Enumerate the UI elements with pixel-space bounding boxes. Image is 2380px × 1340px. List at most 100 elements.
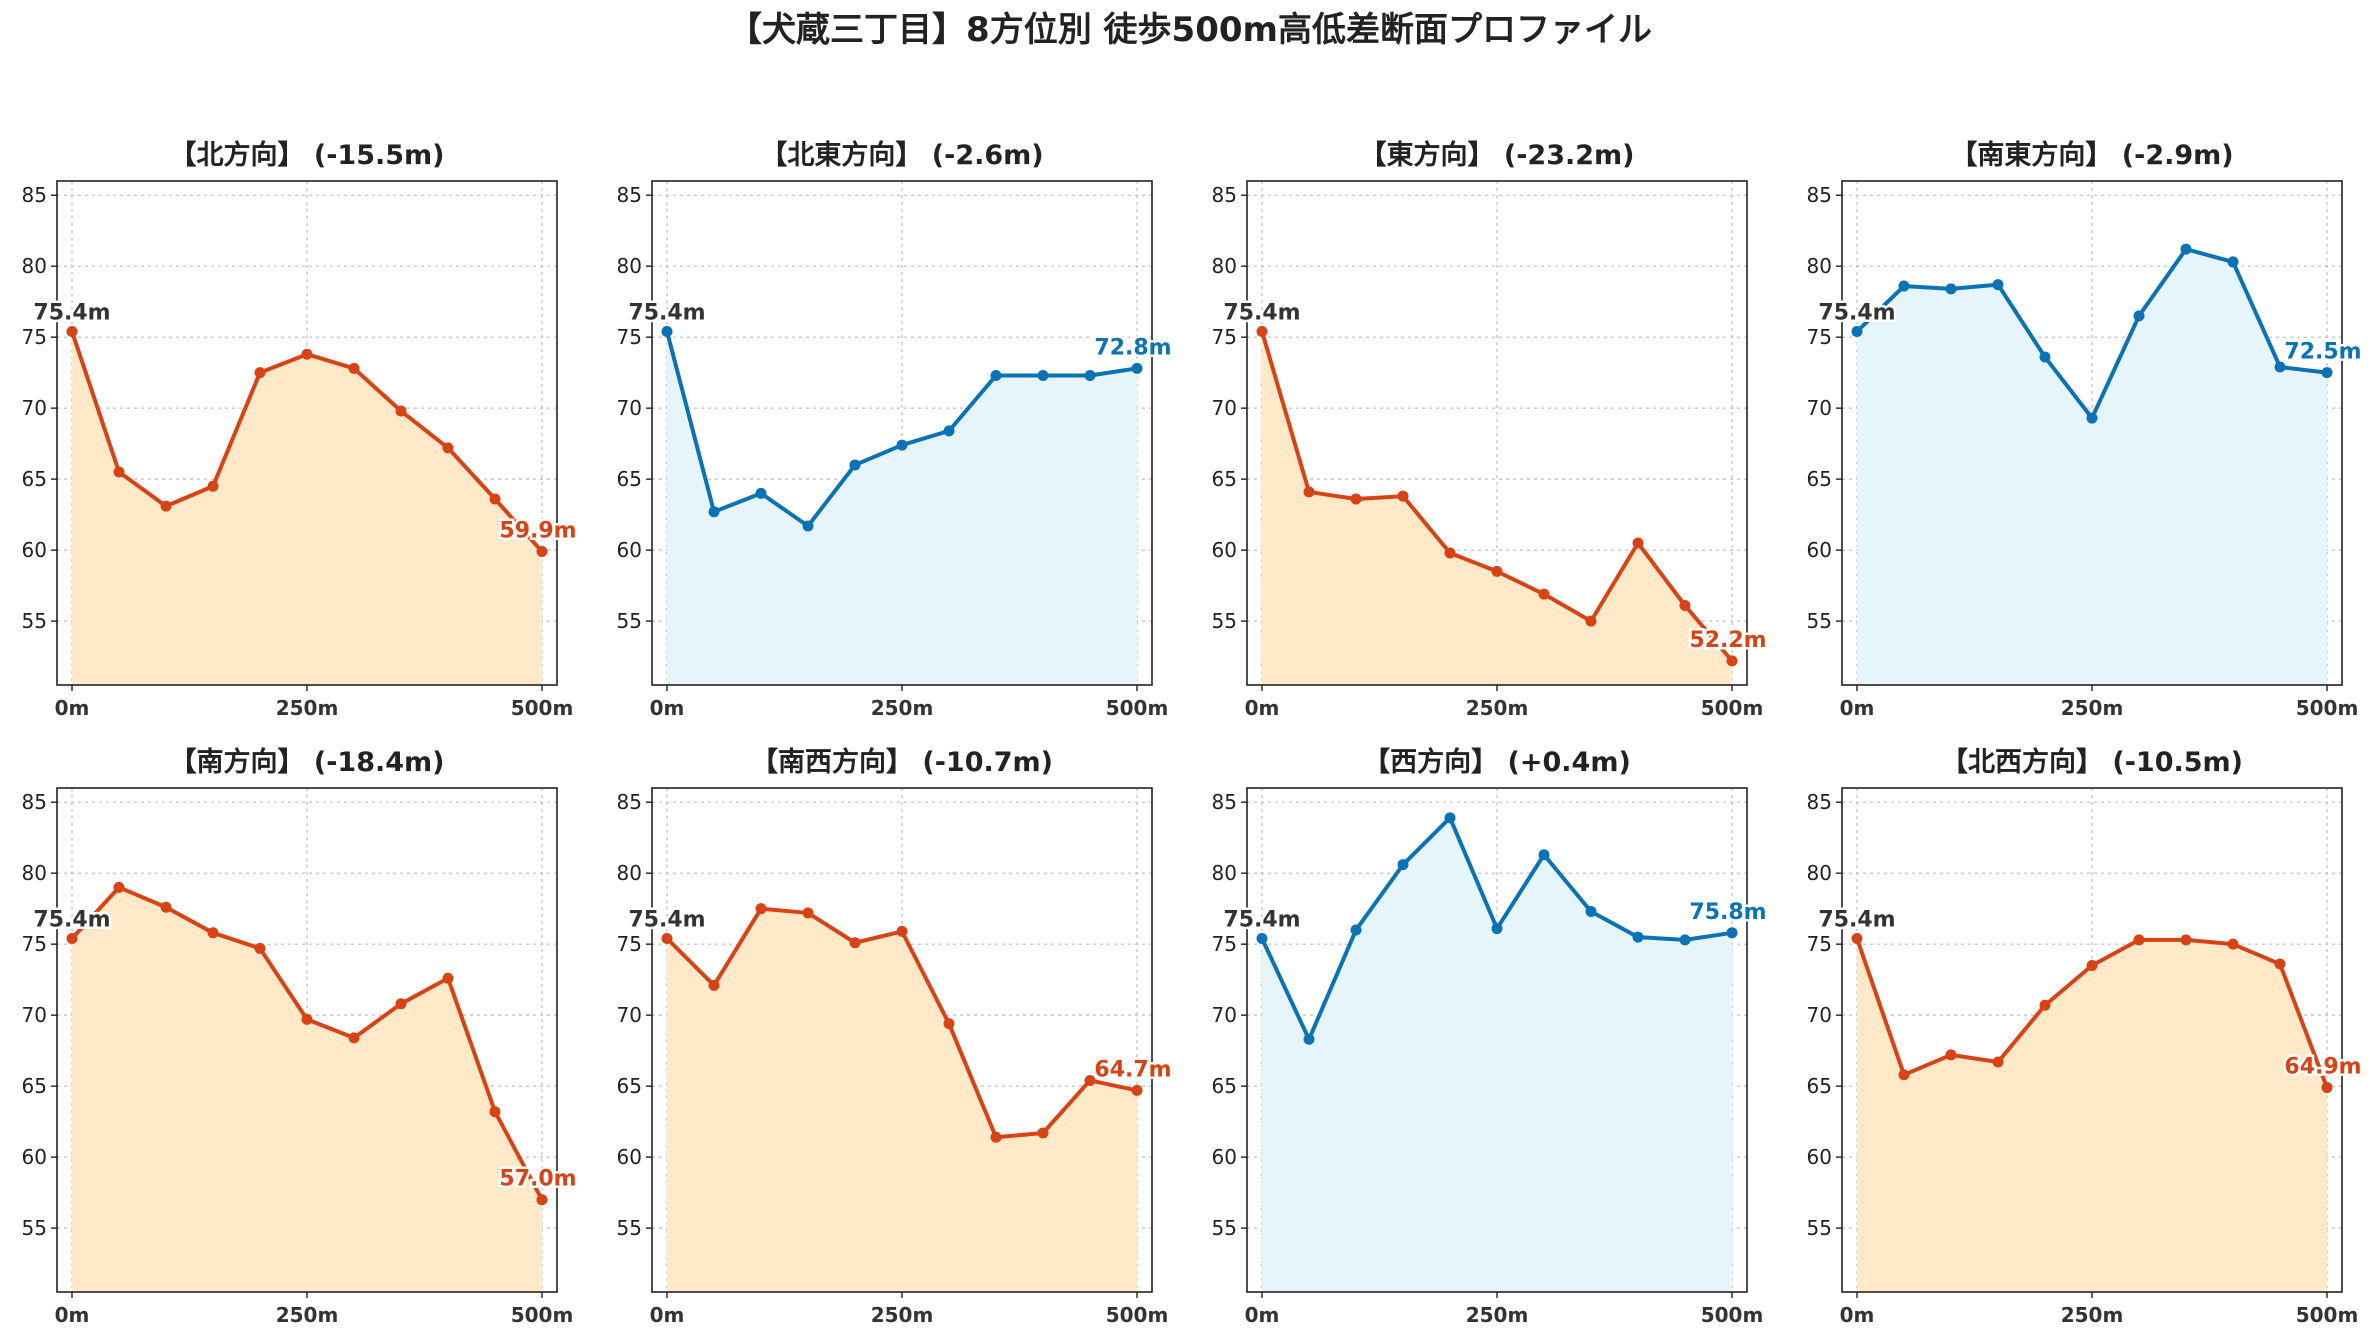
data-point xyxy=(2086,412,2098,424)
y-tick-label: 65 xyxy=(1807,1074,1832,1098)
data-point xyxy=(66,932,78,944)
start-elevation-label: 75.4m xyxy=(628,907,705,932)
data-point xyxy=(943,425,955,437)
data-point xyxy=(2274,958,2286,970)
x-tick-label: 500m xyxy=(511,696,574,720)
data-point xyxy=(1491,565,1503,577)
data-point xyxy=(2180,934,2192,946)
data-point xyxy=(1397,490,1409,502)
start-elevation-label: 75.4m xyxy=(33,300,110,325)
end-elevation-label: 75.8m xyxy=(1689,900,1766,925)
y-tick-label: 80 xyxy=(22,861,47,885)
start-elevation-label: 75.4m xyxy=(1223,300,1300,325)
data-point xyxy=(755,903,767,915)
chart-panel-3: 55 60 65 70 75 80 85 0m 250m 500m 【南東方向】 (-2.9m) 75… xyxy=(1807,139,2365,720)
data-point xyxy=(1538,849,1550,861)
data-point xyxy=(849,459,861,471)
data-point xyxy=(1632,931,1644,943)
data-point xyxy=(1131,1084,1143,1096)
y-tick-label: 60 xyxy=(22,538,47,562)
data-point xyxy=(160,901,172,913)
data-point xyxy=(1303,486,1315,498)
data-point xyxy=(207,480,219,492)
y-tick-label: 65 xyxy=(1807,467,1832,491)
y-tick-label: 75 xyxy=(22,325,47,349)
y-tick-label: 55 xyxy=(1212,1216,1237,1240)
data-point xyxy=(1632,537,1644,549)
y-tick-label: 55 xyxy=(1807,1216,1832,1240)
area-fill xyxy=(1857,249,2327,685)
y-tick-label: 65 xyxy=(22,1074,47,1098)
page-title: 【犬蔵三丁目】8方位別 徒歩500m高低差断面プロファイル xyxy=(728,10,1652,50)
x-tick-label: 0m xyxy=(1245,696,1280,720)
data-point xyxy=(1444,812,1456,824)
data-point xyxy=(207,927,219,939)
start-elevation-label: 75.4m xyxy=(1223,907,1300,932)
data-point xyxy=(943,1018,955,1030)
x-tick-label: 0m xyxy=(650,696,685,720)
y-tick-label: 75 xyxy=(617,932,642,956)
data-point xyxy=(1303,1033,1315,1045)
data-point xyxy=(1585,906,1597,918)
data-point xyxy=(536,546,548,558)
x-tick-label: 250m xyxy=(2061,696,2124,720)
data-point xyxy=(661,325,673,337)
y-tick-label: 55 xyxy=(22,1216,47,1240)
data-point xyxy=(896,925,908,937)
y-tick-label: 80 xyxy=(1807,861,1832,885)
x-tick-label: 250m xyxy=(276,696,339,720)
area-fill xyxy=(72,331,542,685)
data-point xyxy=(990,370,1002,382)
data-point xyxy=(2086,959,2098,971)
y-tick-label: 55 xyxy=(22,609,47,633)
data-point xyxy=(1945,1049,1957,1061)
x-tick-label: 250m xyxy=(1466,1303,1529,1327)
data-point xyxy=(348,362,360,374)
y-tick-label: 80 xyxy=(1212,861,1237,885)
x-tick-label: 250m xyxy=(276,1303,339,1327)
start-elevation-label: 75.4m xyxy=(1818,907,1895,932)
data-point xyxy=(113,881,125,893)
end-elevation-label: 64.7m xyxy=(1094,1057,1171,1082)
data-point xyxy=(896,439,908,451)
y-tick-label: 75 xyxy=(22,932,47,956)
panel-title: 【南方向】 (-18.4m) xyxy=(169,746,444,778)
data-point xyxy=(1898,280,1910,292)
data-point xyxy=(802,520,814,532)
y-tick-label: 80 xyxy=(617,254,642,278)
end-elevation-label: 59.9m xyxy=(499,519,576,544)
data-point xyxy=(1491,923,1503,935)
y-tick-label: 60 xyxy=(1212,1145,1237,1169)
start-elevation-label: 75.4m xyxy=(33,907,110,932)
data-point xyxy=(2039,999,2051,1011)
y-tick-label: 75 xyxy=(1807,325,1832,349)
end-elevation-label: 57.0m xyxy=(499,1167,576,1192)
data-point xyxy=(348,1032,360,1044)
x-tick-label: 250m xyxy=(871,696,934,720)
y-tick-label: 75 xyxy=(1807,932,1832,956)
data-point xyxy=(2133,310,2145,322)
y-tick-label: 65 xyxy=(617,1074,642,1098)
area-fill xyxy=(667,331,1137,685)
area-fill xyxy=(1857,938,2327,1292)
x-tick-label: 500m xyxy=(1106,1303,1169,1327)
y-tick-label: 70 xyxy=(22,1003,47,1027)
y-tick-label: 75 xyxy=(617,325,642,349)
data-point xyxy=(2321,1082,2333,1094)
data-point xyxy=(1084,370,1096,382)
data-point xyxy=(395,998,407,1010)
y-tick-label: 70 xyxy=(617,1003,642,1027)
panel-title: 【北東方向】 (-2.6m) xyxy=(760,139,1043,171)
data-point xyxy=(1256,932,1268,944)
chart-panel-6: 55 60 65 70 75 80 85 0m 250m 500m 【西方向】 (+0.4m) 75.… xyxy=(1212,746,1770,1327)
y-tick-label: 85 xyxy=(1807,790,1832,814)
y-tick-label: 65 xyxy=(1212,467,1237,491)
data-point xyxy=(802,907,814,919)
data-point xyxy=(1851,932,1863,944)
data-point xyxy=(2227,938,2239,950)
y-tick-label: 65 xyxy=(617,467,642,491)
end-elevation-label: 72.5m xyxy=(2284,340,2361,365)
data-point xyxy=(1945,283,1957,295)
x-tick-label: 250m xyxy=(871,1303,934,1327)
y-tick-label: 85 xyxy=(617,790,642,814)
